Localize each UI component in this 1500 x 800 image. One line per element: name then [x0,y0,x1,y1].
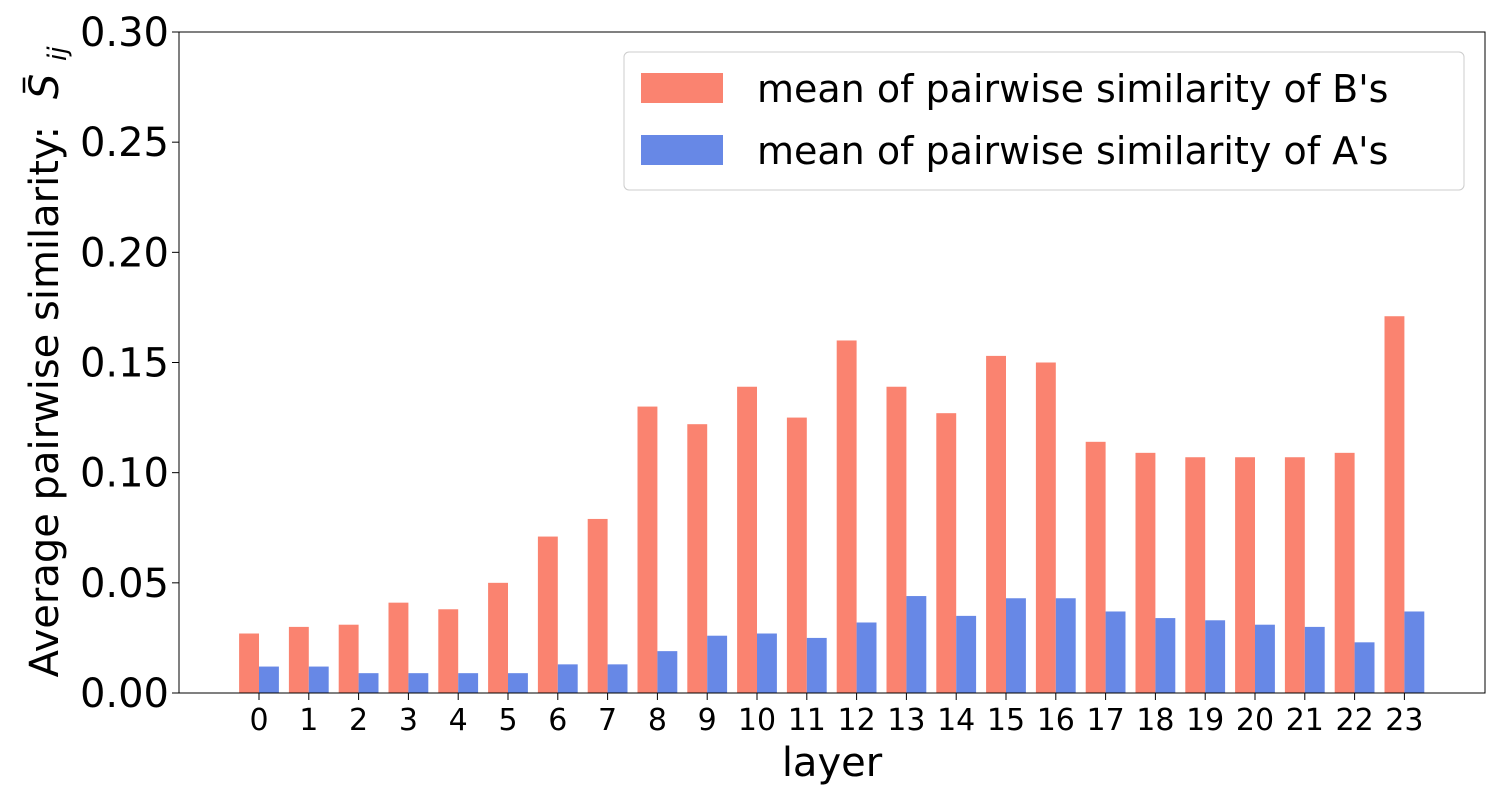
bar-b-layer-1 [288,626,309,693]
bar-a-layer-22 [1354,642,1375,693]
bar-b-layer-18 [1135,452,1156,693]
y-ticks: 0.00 0.05 0.10 0.15 0.20 0.25 0.30 [80,10,179,717]
bar-b-layer-17 [1085,441,1106,693]
bar-b-layer-23 [1384,316,1405,693]
bar-b-layer-11 [786,417,807,693]
bar-b-layer-10 [737,386,757,693]
bar-b-layer-0 [239,633,259,693]
bar-a-layer-8 [657,651,678,693]
bar-a-layer-18 [1155,618,1176,693]
bar-a-layer-5 [508,673,528,693]
x-tick-label: 20 [1236,703,1274,738]
bar-a-layer-16 [1055,598,1076,693]
bar-a-layer-17 [1105,611,1126,693]
y-tick-label: 0.05 [80,561,169,607]
bar-a-layer-13 [906,596,927,693]
legend-label-b: mean of pairwise similarity of B's [757,67,1388,111]
x-tick-label: 14 [937,703,975,738]
x-tick-label: 1 [299,703,318,738]
bar-a-layer-11 [806,637,827,693]
bar-a-layer-3 [408,673,429,693]
x-tick-label: 15 [987,703,1025,738]
x-tick-label: 10 [738,703,776,738]
bar-a-layer-2 [358,673,379,693]
bar-b-layer-22 [1334,452,1355,693]
bar-a-layer-23 [1404,611,1425,693]
y-axis-title-subscript: ij [43,46,73,61]
x-tick-label: 22 [1336,703,1374,738]
x-tick-label: 5 [498,703,517,738]
x-tick-label: 16 [1037,703,1075,738]
bar-a-layer-21 [1304,626,1325,693]
bar-a-layer-14 [956,615,977,693]
bar-b-layer-19 [1185,457,1206,693]
bar-b-layer-12 [836,340,857,693]
x-tick-label: 7 [598,703,617,738]
bar-b-layer-9 [687,424,708,693]
bar-a-layer-1 [308,666,329,693]
y-axis-title-main: Average pairwise similarity: [22,126,68,678]
y-tick-label: 0.20 [80,230,169,276]
x-tick-label: 6 [548,703,567,738]
x-tick-label: 0 [249,703,268,738]
bar-b-layer-3 [388,602,409,693]
bar-a-layer-7 [607,664,628,693]
bar-b-layer-6 [537,536,558,693]
legend-swatch-a [641,135,723,165]
legend-label-a: mean of pairwise similarity of A's [757,129,1388,173]
x-ticks: 0 1 2 3 4 5 6 7 8 9 10 11 12 13 14 15 16 17 18 19 20 21 22 23 [249,693,1423,738]
bar-b-layer-2 [338,624,359,693]
x-tick-label: 21 [1286,703,1324,738]
y-tick-label: 0.15 [80,341,169,387]
x-tick-label: 9 [698,703,717,738]
bar-a-layer-19 [1205,620,1226,693]
y-tick-label: 0.00 [80,671,169,717]
x-tick-label: 4 [449,703,468,738]
x-tick-label: 11 [788,703,826,738]
bar-a-layer-15 [1006,598,1026,693]
x-tick-label: 19 [1186,703,1224,738]
bar-b-layer-7 [587,518,608,693]
bar-a-layer-6 [557,664,578,693]
y-tick-label: 0.10 [80,451,169,497]
bar-b-layer-15 [986,355,1006,693]
bar-b-layer-4 [438,609,459,693]
x-tick-label: 12 [838,703,876,738]
y-tick-label: 0.30 [80,10,169,56]
bar-b-layer-13 [886,386,907,693]
x-tick-label: 17 [1087,703,1125,738]
bar-b-layer-20 [1235,457,1255,693]
bar-b-layer-16 [1035,362,1056,693]
legend-box [623,51,1465,191]
x-tick-label: 23 [1385,703,1423,738]
x-tick-label: 2 [349,703,368,738]
bar-a-layer-0 [259,666,279,693]
y-axis-title-symbol: S [22,74,68,99]
bar-b-layer-5 [488,582,508,693]
bar-a-layer-9 [707,635,728,693]
y-tick-label: 0.25 [80,120,169,166]
legend: mean of pairwise similarity of B's mean … [623,51,1465,191]
legend-swatch-b [641,73,723,103]
x-tick-label: 13 [887,703,925,738]
bar-b-layer-21 [1284,457,1305,693]
bar-a-layer-12 [856,622,877,693]
x-tick-label: 18 [1136,703,1174,738]
y-axis-title-text: Average pairwise similarity: S ij [22,46,73,678]
bar-a-layer-20 [1255,624,1275,693]
bar-a-layer-4 [458,673,479,693]
y-axis-title: Average pairwise similarity: S ij [22,46,73,678]
x-tick-label: 3 [399,703,418,738]
bars-layer [239,316,1425,693]
x-tick-label: 8 [648,703,667,738]
bar-b-layer-8 [637,406,658,693]
bar-a-layer-10 [757,633,777,693]
bar-b-layer-14 [936,413,957,693]
x-axis-title: layer [782,740,883,786]
